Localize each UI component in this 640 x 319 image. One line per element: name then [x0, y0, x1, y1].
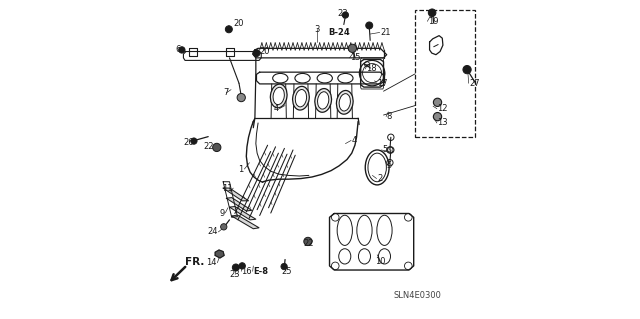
Text: 11: 11 [222, 184, 233, 193]
Polygon shape [232, 215, 259, 229]
Circle shape [239, 263, 245, 269]
Text: 19: 19 [428, 17, 438, 26]
Text: SLN4E0300: SLN4E0300 [393, 291, 441, 300]
Text: 26: 26 [183, 137, 193, 146]
Text: 25: 25 [282, 267, 292, 276]
Ellipse shape [273, 87, 284, 105]
Circle shape [365, 22, 372, 29]
Text: 6: 6 [175, 45, 180, 55]
Text: 20: 20 [260, 47, 270, 56]
Text: 4: 4 [273, 104, 278, 113]
Circle shape [179, 47, 185, 53]
Circle shape [428, 9, 436, 17]
Text: 23: 23 [337, 9, 348, 18]
Text: 4: 4 [352, 136, 357, 145]
Text: 14: 14 [206, 258, 217, 267]
Text: 23: 23 [230, 270, 240, 279]
Circle shape [348, 44, 356, 52]
Text: 8: 8 [387, 112, 392, 121]
Ellipse shape [315, 89, 332, 112]
Bar [415, 10, 475, 137]
Ellipse shape [295, 90, 307, 107]
Text: 2: 2 [377, 174, 383, 183]
Text: B-24: B-24 [328, 28, 350, 37]
Text: 12: 12 [438, 104, 448, 113]
Text: 3: 3 [314, 25, 319, 34]
Polygon shape [227, 197, 252, 211]
Text: 21: 21 [380, 28, 391, 37]
Circle shape [253, 50, 260, 56]
Text: 27: 27 [469, 79, 480, 88]
Text: E-8: E-8 [253, 267, 268, 276]
Text: 5: 5 [387, 161, 392, 170]
Ellipse shape [339, 94, 351, 111]
Text: 13: 13 [438, 118, 448, 128]
Circle shape [232, 264, 239, 271]
Text: 24: 24 [207, 227, 218, 236]
Text: 5: 5 [382, 145, 387, 154]
Text: 15: 15 [350, 53, 361, 62]
Circle shape [212, 143, 221, 152]
Circle shape [463, 65, 471, 74]
Text: 16: 16 [241, 267, 252, 276]
Text: 22: 22 [303, 239, 314, 248]
Ellipse shape [292, 86, 309, 110]
Circle shape [221, 224, 227, 230]
Text: 17: 17 [377, 79, 388, 88]
Text: 7: 7 [223, 88, 229, 97]
Polygon shape [230, 206, 256, 220]
Circle shape [433, 98, 442, 107]
Circle shape [342, 12, 349, 18]
Text: 10: 10 [375, 257, 385, 266]
Text: 22: 22 [203, 142, 214, 151]
Text: 1: 1 [239, 165, 244, 174]
Circle shape [433, 113, 442, 121]
Text: FR.: FR. [185, 257, 204, 267]
Polygon shape [223, 188, 248, 201]
Polygon shape [215, 250, 224, 258]
Circle shape [225, 26, 232, 33]
Circle shape [237, 93, 245, 102]
Text: 9: 9 [220, 209, 225, 218]
Circle shape [304, 237, 312, 246]
Ellipse shape [337, 91, 353, 114]
Circle shape [281, 263, 287, 270]
Ellipse shape [270, 84, 287, 108]
Circle shape [191, 138, 197, 144]
Text: 18: 18 [366, 64, 377, 73]
Ellipse shape [317, 92, 329, 109]
Text: 20: 20 [234, 19, 244, 28]
